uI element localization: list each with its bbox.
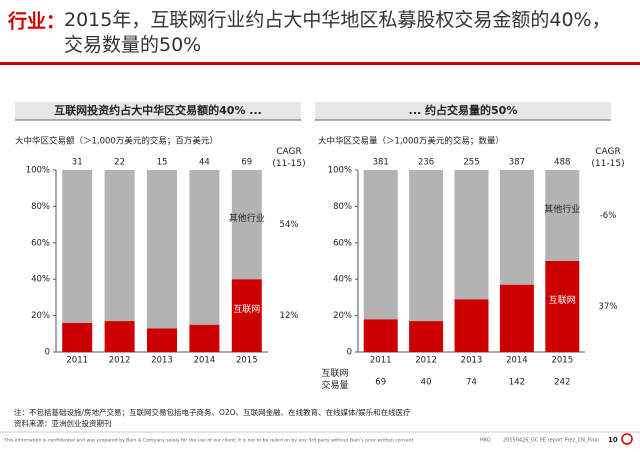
total-label: 44 xyxy=(199,158,210,168)
total-label: 236 xyxy=(418,158,434,168)
panel-title: 互联网投资约占大中华区交易额的40% ... xyxy=(54,103,262,117)
cagr-title-box: CAGR (11-15) xyxy=(591,147,625,169)
row-value: 74 xyxy=(466,378,477,388)
page-number: 10 xyxy=(608,436,618,444)
y-axis-label: 大中华区交易额（＞1,000万美元的交易；百万美元） xyxy=(15,136,218,147)
y-tick-label: 0 xyxy=(347,348,352,358)
bar-segment xyxy=(104,170,135,322)
cagr-title-box: CAGR (11-15) xyxy=(272,147,306,169)
bar-segment xyxy=(545,261,580,352)
bar-segment xyxy=(454,299,489,352)
cagr-title: CAGR (11-15) xyxy=(591,147,625,169)
logo xyxy=(621,433,633,445)
x-tick-label: 2015 xyxy=(236,356,258,366)
y-tick-label: 60% xyxy=(31,238,50,248)
bar-segment xyxy=(147,170,177,329)
row-value: 40 xyxy=(421,378,432,388)
footer-disclaimer: This information is confidential and was… xyxy=(3,438,413,444)
series-name-box: 互联网 xyxy=(233,304,261,315)
y-tick-label: 40% xyxy=(333,275,352,285)
cagr-value: 54% xyxy=(280,220,299,230)
footer-file: 20150426_GC PE report Prez_CN_Final xyxy=(503,438,599,444)
x-tick-label: 2011 xyxy=(66,356,88,366)
y-tick-label: 60% xyxy=(333,238,352,248)
x-tick-label: 2011 xyxy=(370,356,392,366)
bar-segment xyxy=(147,328,177,352)
total-label: 488 xyxy=(554,158,570,168)
bar-segment xyxy=(363,319,398,352)
bar-segment xyxy=(62,170,93,323)
bar-segment xyxy=(62,322,93,352)
cagr-value: 37% xyxy=(599,302,618,312)
row-value: 242 xyxy=(554,378,570,388)
cagr-value: -6% xyxy=(600,211,617,221)
panel-header-bg xyxy=(315,102,611,120)
cagr-value: 12% xyxy=(280,311,299,321)
series-name: 互联网 xyxy=(548,295,576,306)
row-value: 69 xyxy=(375,378,386,388)
x-tick-label: 2013 xyxy=(461,356,483,366)
bar-segment xyxy=(409,170,444,322)
title-prefix: 行业： xyxy=(7,10,65,33)
y-tick-label: 80% xyxy=(333,202,352,212)
y-tick-label: 40% xyxy=(31,275,50,285)
series-name: 互联网 xyxy=(233,304,261,315)
y-axis-label: 大中华区交易量（＞1,000万美元的交易；数量） xyxy=(318,136,504,147)
bar-segment xyxy=(104,321,135,352)
note: 注：不包括基础设施/房地产交易；互联网交易包括电子商务、O2O、互联网金融、在线… xyxy=(14,407,411,417)
panel-title: ... 约占交易量的50% xyxy=(409,103,518,117)
y-tick-label: 100% xyxy=(328,166,352,176)
x-tick-label: 2015 xyxy=(551,356,573,366)
total-label: 31 xyxy=(72,158,83,168)
bar-segment xyxy=(231,170,262,280)
y-tick-label: 80% xyxy=(31,202,50,212)
bar-segment xyxy=(545,170,580,261)
bar-segment xyxy=(499,284,534,352)
x-tick-label: 2013 xyxy=(151,356,173,366)
series-name-box: 其他行业 xyxy=(228,213,265,224)
footer-office: HKG xyxy=(480,438,491,444)
slide-title: 2015年，互联网行业约占大中华地区私募股权交易金额的40%，交易数量的50% xyxy=(64,9,611,56)
x-tick-label: 2012 xyxy=(415,356,437,366)
y-tick-label: 20% xyxy=(333,311,352,321)
bar-segment xyxy=(231,279,262,352)
bar-segment xyxy=(189,170,220,325)
total-label: 255 xyxy=(463,158,479,168)
bar-segment xyxy=(363,170,398,320)
y-tick-label: 100% xyxy=(26,166,50,176)
row-label: 互联网交易量 xyxy=(321,369,349,391)
title-box: 2015年，互联网行业约占大中华地区私募股权交易金额的40%，交易数量的50% xyxy=(64,9,611,56)
row-value: 142 xyxy=(509,378,525,388)
total-label: 387 xyxy=(509,158,525,168)
x-tick-label: 2014 xyxy=(506,356,528,366)
total-label: 15 xyxy=(157,158,168,168)
series-name: 其他行业 xyxy=(228,213,265,224)
bar-segment xyxy=(499,170,534,285)
total-label: 69 xyxy=(241,158,252,168)
note: 资料来源：亚洲创业投资期刊 xyxy=(14,418,112,428)
total-label: 22 xyxy=(114,158,125,168)
x-tick-label: 2014 xyxy=(194,356,216,366)
bar-segment xyxy=(454,170,489,300)
series-name: 其他行业 xyxy=(544,204,581,215)
title-rule xyxy=(0,62,640,65)
row-label-box: 互联网交易量 xyxy=(321,369,349,391)
y-tick-label: 20% xyxy=(31,311,50,321)
series-name-box: 其他行业 xyxy=(544,204,581,215)
total-label: 381 xyxy=(373,158,389,168)
bar-segment xyxy=(189,324,220,352)
x-tick-label: 2012 xyxy=(109,356,131,366)
y-tick-label: 0 xyxy=(45,348,50,358)
cagr-title: CAGR (11-15) xyxy=(272,147,306,169)
series-name-box: 互联网 xyxy=(548,295,576,306)
panel-header-bg xyxy=(15,102,301,120)
bar-segment xyxy=(409,321,444,352)
